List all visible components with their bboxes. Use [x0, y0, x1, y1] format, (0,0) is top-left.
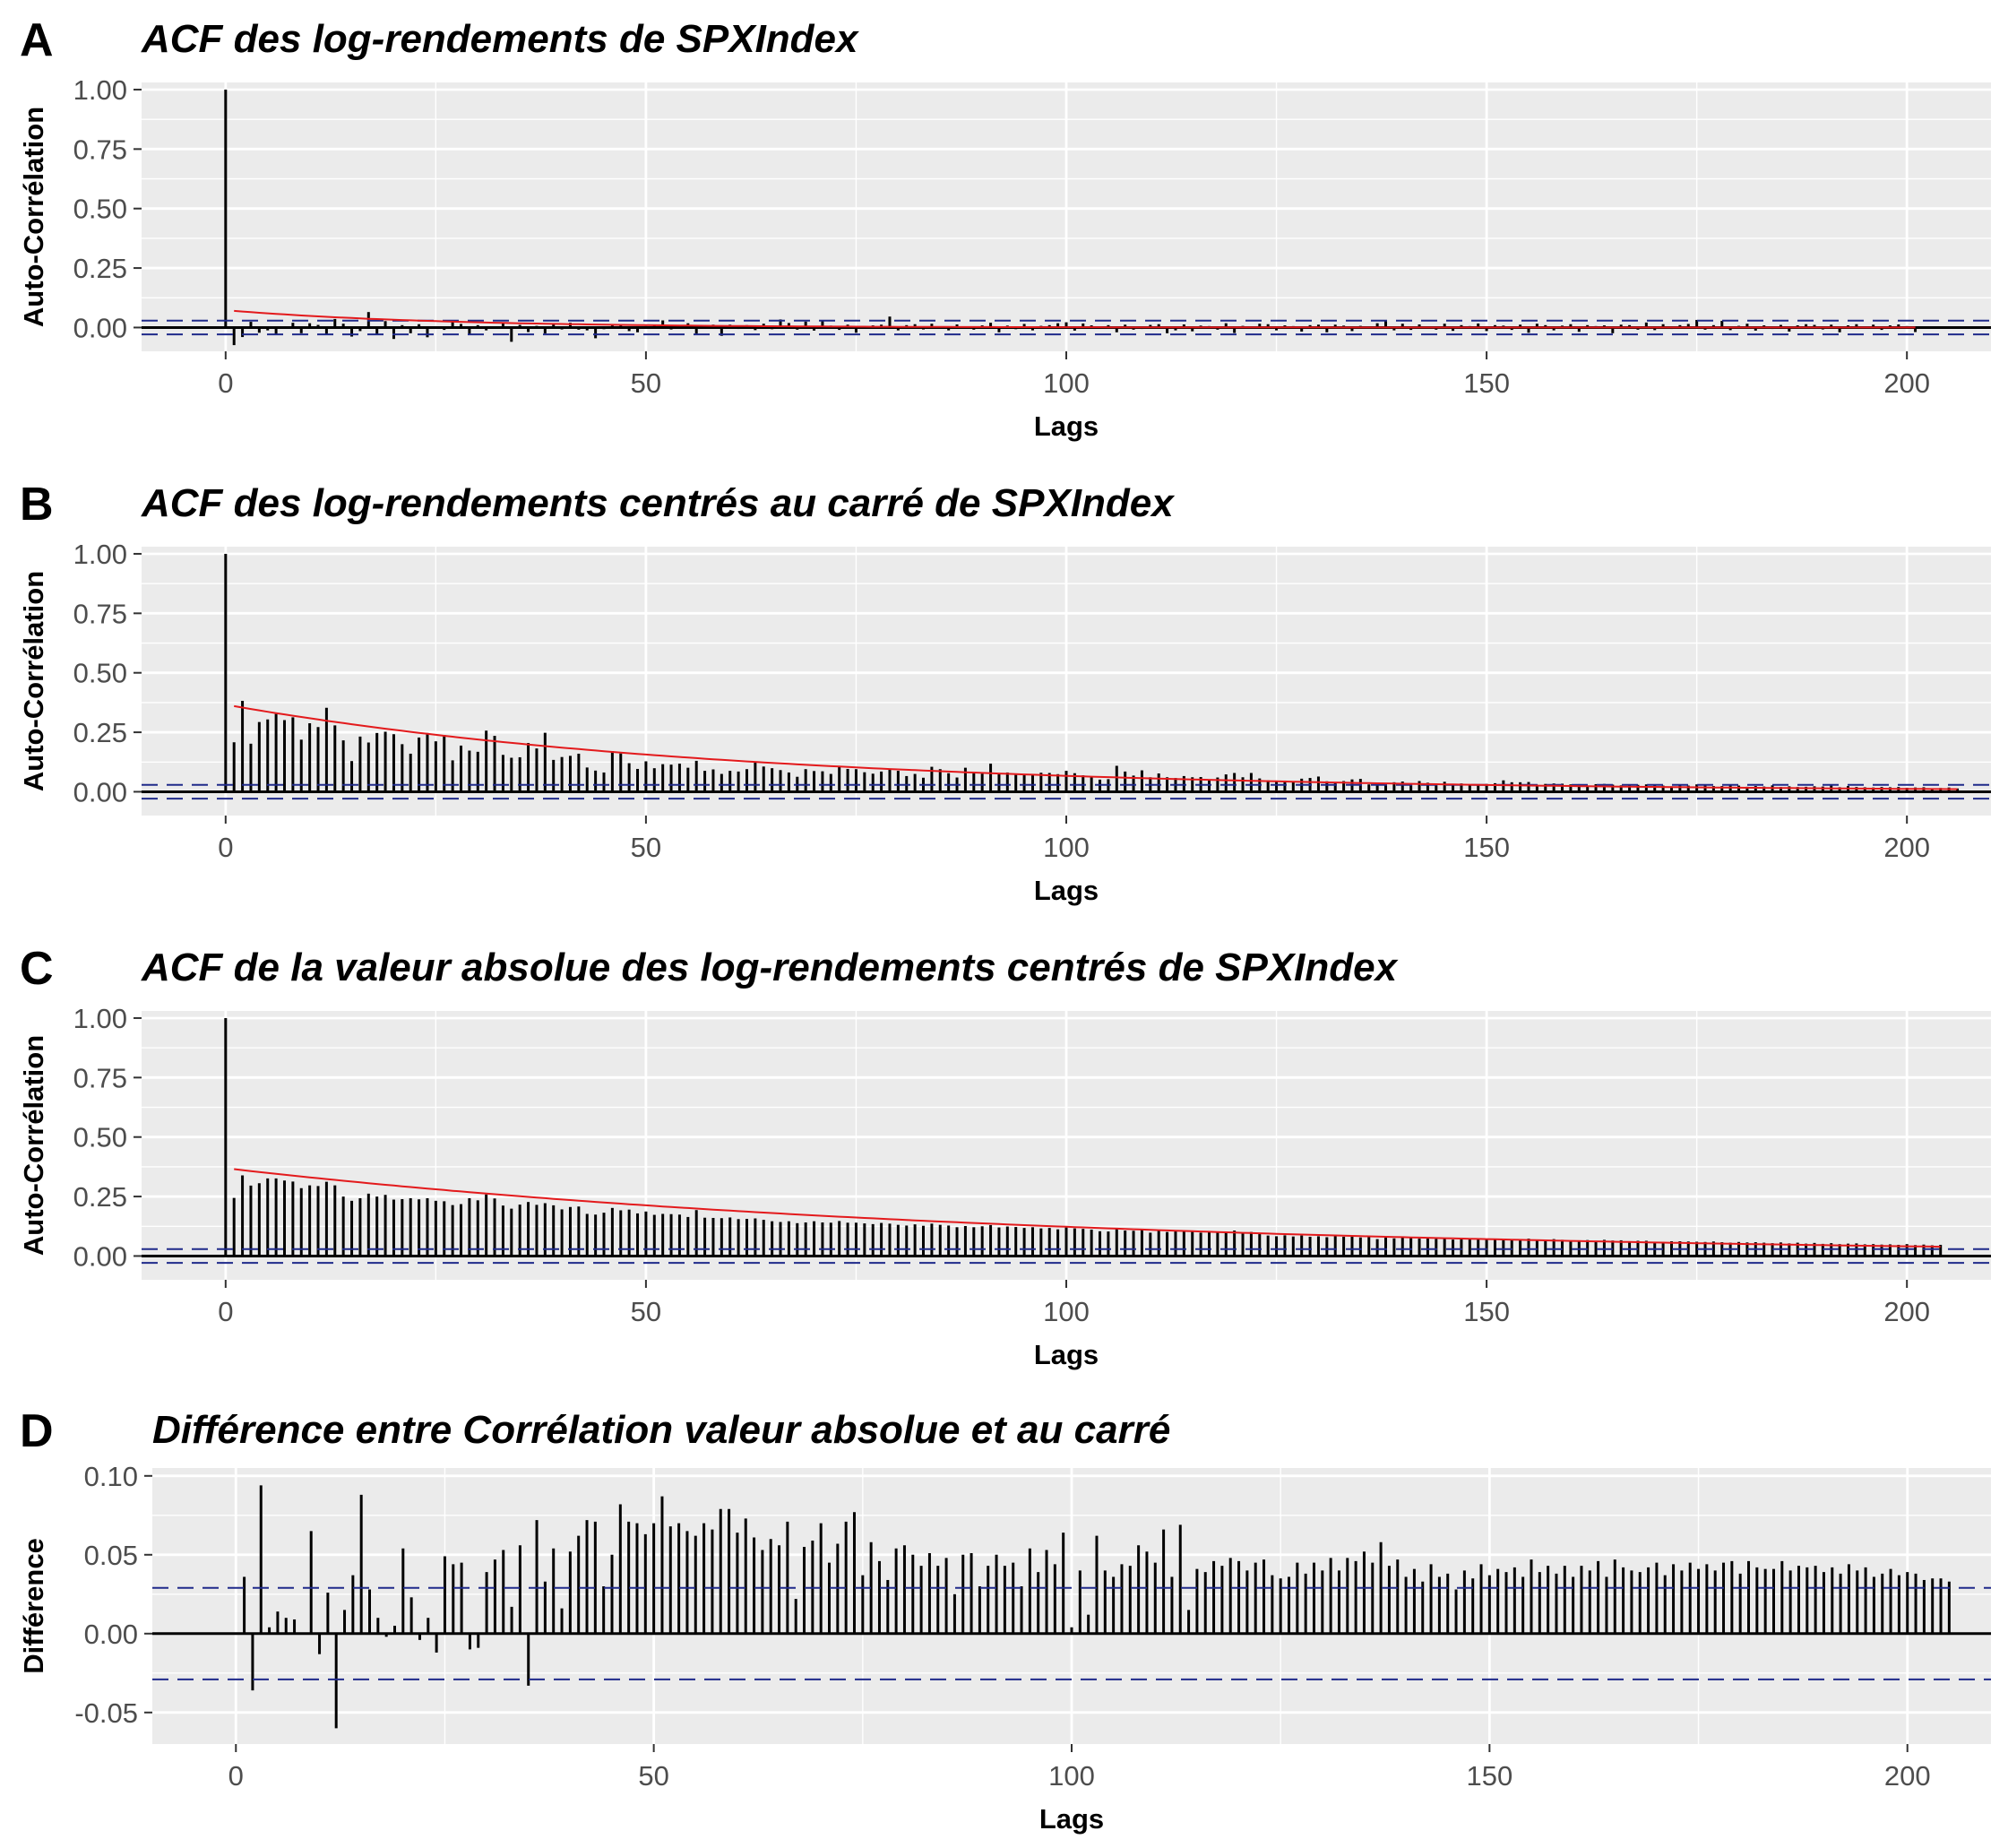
fit-curve — [234, 309, 1916, 329]
chart-title: Différence entre Corrélation valeur abso… — [152, 1408, 1170, 1452]
y-tick-label: 0.25 — [73, 253, 127, 284]
y-tick-label: -0.05 — [74, 1697, 138, 1729]
y-tick-label: 0.75 — [73, 598, 127, 629]
chart-title: ACF des log-rendements de SPXIndex — [141, 17, 859, 61]
x-tick-label: 100 — [1048, 1760, 1095, 1792]
x-tick-label: 0 — [218, 832, 233, 863]
y-axis-title: Auto-Corrélation — [18, 1035, 49, 1256]
x-tick-label: 150 — [1463, 832, 1510, 863]
x-tick-label: 50 — [631, 367, 661, 399]
x-tick-label: 50 — [631, 832, 661, 863]
panel-c: C ACF de la valeur absolue des log-rendem… — [18, 943, 1991, 1370]
y-tick-label: 0.50 — [73, 194, 127, 225]
x-tick-label: 200 — [1884, 1760, 1931, 1792]
y-axis-title: Auto-Corrélation — [18, 107, 49, 327]
chart-title: ACF des log-rendements centrés au carré … — [141, 481, 1175, 525]
fit-curve — [234, 704, 1958, 790]
x-tick-label: 0 — [218, 367, 233, 399]
x-tick-label: 0 — [228, 1760, 244, 1792]
bars — [243, 1485, 1951, 1729]
y-tick-label: 0.50 — [73, 1122, 127, 1153]
panel-b: B ACF des log-rendements centrés au carré… — [18, 479, 1991, 906]
y-tick-label: 0.00 — [84, 1619, 138, 1650]
panel-letter: D — [20, 1405, 54, 1457]
y-axis-title: Auto-Corrélation — [18, 571, 49, 791]
y-tick-label: 0.00 — [73, 776, 127, 807]
y-tick-label: 0.75 — [73, 1062, 127, 1093]
x-tick-label: 0 — [218, 1296, 233, 1327]
y-tick-label: 1.00 — [73, 74, 127, 106]
bars — [224, 1017, 1943, 1256]
x-axis-title: Lags — [1034, 1339, 1099, 1370]
panel-d: D Différence entre Corrélation valeur abs… — [18, 1405, 1991, 1835]
y-tick-label: 0.00 — [73, 312, 127, 343]
x-tick-label: 50 — [631, 1296, 661, 1327]
panel-letter: C — [20, 943, 54, 995]
x-axis-title: Lags — [1034, 875, 1099, 906]
panel-a: A ACF des log-rendements de SPXIndex 0.00 0… — [18, 14, 1991, 442]
y-tick-label: 0.05 — [84, 1540, 138, 1571]
y-tick-label: 1.00 — [73, 1003, 127, 1034]
y-tick-label: 0.25 — [73, 1181, 127, 1213]
x-tick-label: 100 — [1043, 367, 1090, 399]
x-tick-label: 100 — [1043, 1296, 1090, 1327]
x-tick-label: 200 — [1883, 1296, 1930, 1327]
panel-letter: B — [20, 479, 54, 531]
panel-letter: A — [20, 14, 54, 66]
x-tick-label: 150 — [1463, 1296, 1510, 1327]
y-tick-label: 0.75 — [73, 134, 127, 165]
y-tick-label: 0.00 — [73, 1240, 127, 1272]
x-axis-title: Lags — [1039, 1803, 1104, 1835]
x-tick-label: 150 — [1466, 1760, 1512, 1792]
y-tick-label: 0.25 — [73, 717, 127, 748]
x-tick-label: 150 — [1463, 367, 1510, 399]
y-tick-label: 0.10 — [84, 1461, 138, 1492]
y-axis-title: Différence — [18, 1538, 49, 1674]
chart-title: ACF de la valeur absolue des log-rendeme… — [141, 946, 1399, 989]
y-tick-label: 1.00 — [73, 539, 127, 570]
x-tick-label: 200 — [1883, 367, 1930, 399]
x-axis-title: Lags — [1034, 410, 1099, 442]
x-tick-label: 50 — [638, 1760, 668, 1792]
y-tick-label: 0.50 — [73, 658, 127, 689]
x-tick-label: 200 — [1883, 832, 1930, 863]
x-tick-label: 100 — [1043, 832, 1090, 863]
fit-curve — [234, 1168, 1941, 1248]
